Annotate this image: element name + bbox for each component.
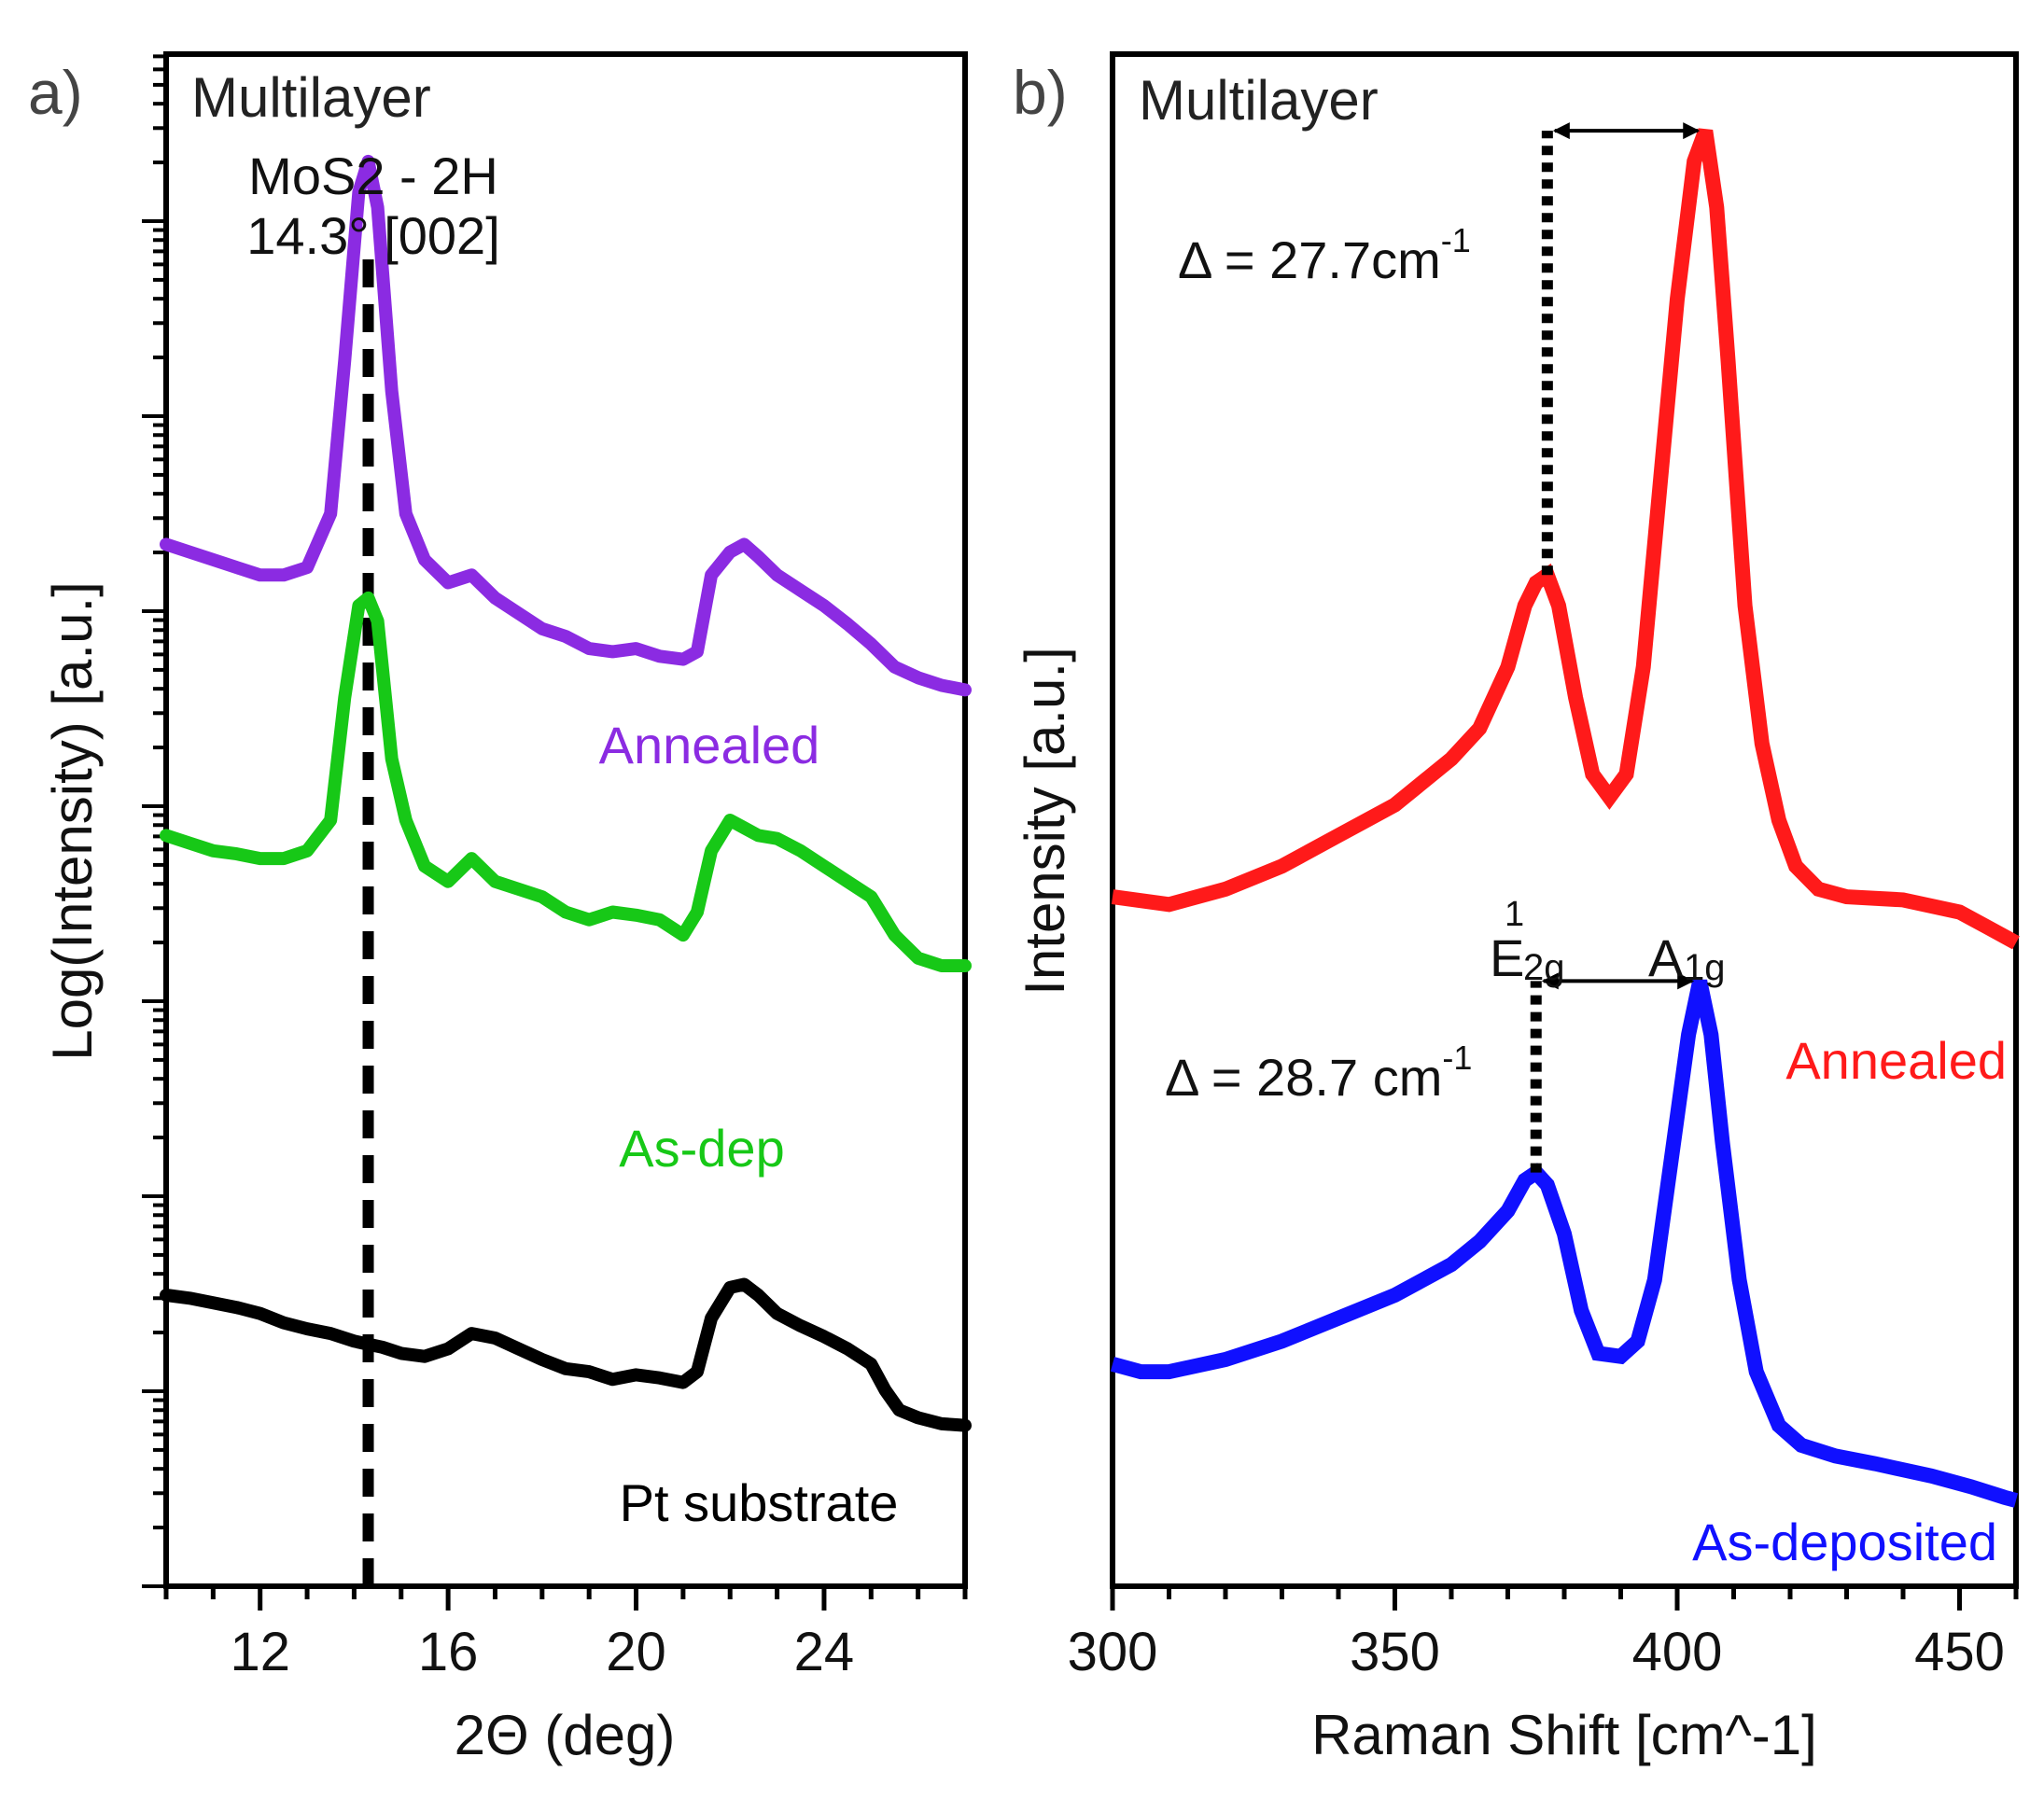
panel-a-series-line-0 [160, 154, 972, 697]
panel-b-delta-annealed: Δ = 27.7cm-1 [1178, 221, 1471, 289]
panel-a-y-axis-title: Log(Intensity) [a.u.] [41, 581, 104, 1061]
panel-b-y-axis-title: Intensity [a.u.] [1014, 647, 1076, 996]
panel-a-x-axis-title: 2Θ (deg) [455, 1704, 676, 1766]
panel-a-x-ticks: 12 16 20 24 [163, 1586, 968, 1682]
panel-b-e2g-label: E 1 2g [1490, 895, 1565, 988]
panel-b-delta-arrowhead-left [1541, 972, 1559, 990]
panel-a-peak-angle-label: 14.3° [002] [246, 206, 500, 265]
panel-b-series-line-0 [1111, 128, 2020, 950]
panel-b-raman: b) 300 350 400 450 Multilayer Δ = 27.7cm-1 … [1013, 51, 2020, 1766]
panel-a-x-tick-label: 12 [230, 1622, 290, 1682]
panel-b-label-as-deposited: As-deposited [1692, 1513, 1997, 1571]
panel-a-label-as-dep: As-dep [619, 1119, 784, 1178]
panel-b-series [1110, 128, 2020, 1508]
panel-a-y-ticks [142, 54, 166, 1588]
panel-b-x-ticks: 300 350 400 450 [1068, 1586, 2019, 1682]
panel-a-x-tick-label: 24 [794, 1622, 855, 1682]
panel-a-corner-label: Multilayer [191, 66, 431, 129]
panel-a-series-line-2 [160, 1277, 972, 1432]
svg-text:1g: 1g [1684, 947, 1726, 988]
svg-text:1: 1 [1505, 895, 1524, 934]
panel-b-label-annealed: Annealed [1785, 1031, 2007, 1090]
panel-b-series-line-1 [1110, 979, 2019, 1508]
panel-a-x-tick-label: 16 [418, 1622, 479, 1682]
panel-a-label-annealed: Annealed [599, 716, 820, 774]
panel-b-a1g-label: A 1g [1648, 928, 1726, 988]
panel-b-delta-arrowhead-right [1677, 972, 1695, 990]
panel-a-x-tick-label: 20 [606, 1622, 666, 1682]
panel-a-series [160, 154, 972, 1432]
panel-a-letter: a) [28, 58, 83, 127]
svg-text:E: E [1490, 928, 1524, 987]
panel-b-delta-arrowhead-left [1552, 122, 1570, 140]
panel-b-delta-annotations [1530, 122, 1701, 1173]
panel-a-series-line-1 [160, 591, 972, 972]
panel-b-letter: b) [1013, 58, 1068, 127]
panel-b-corner-label: Multilayer [1139, 69, 1379, 132]
panel-b-x-tick-label: 450 [1914, 1622, 2005, 1682]
panel-a-peak-phase-label: MoS2 - 2H [248, 146, 498, 205]
panel-b-x-tick-label: 350 [1350, 1622, 1440, 1682]
svg-text:A: A [1648, 928, 1684, 987]
panel-a-xrd: a) 12 16 20 24 Multilayer MoS2 - 2H 14.3° [… [28, 51, 972, 1766]
panel-b-delta-as-deposited: Δ = 28.7 cm-1 [1165, 1039, 1472, 1107]
panel-b-x-axis-title: Raman Shift [cm^-1] [1311, 1704, 1817, 1766]
panel-a-label-pt-substrate: Pt substrate [620, 1473, 899, 1532]
panel-b-x-tick-label: 300 [1068, 1622, 1158, 1682]
svg-text:2g: 2g [1523, 947, 1565, 988]
panel-b-x-tick-label: 400 [1632, 1622, 1723, 1682]
panel-b-delta-arrowhead-right [1683, 122, 1701, 140]
panel-a-frame [163, 51, 968, 1589]
